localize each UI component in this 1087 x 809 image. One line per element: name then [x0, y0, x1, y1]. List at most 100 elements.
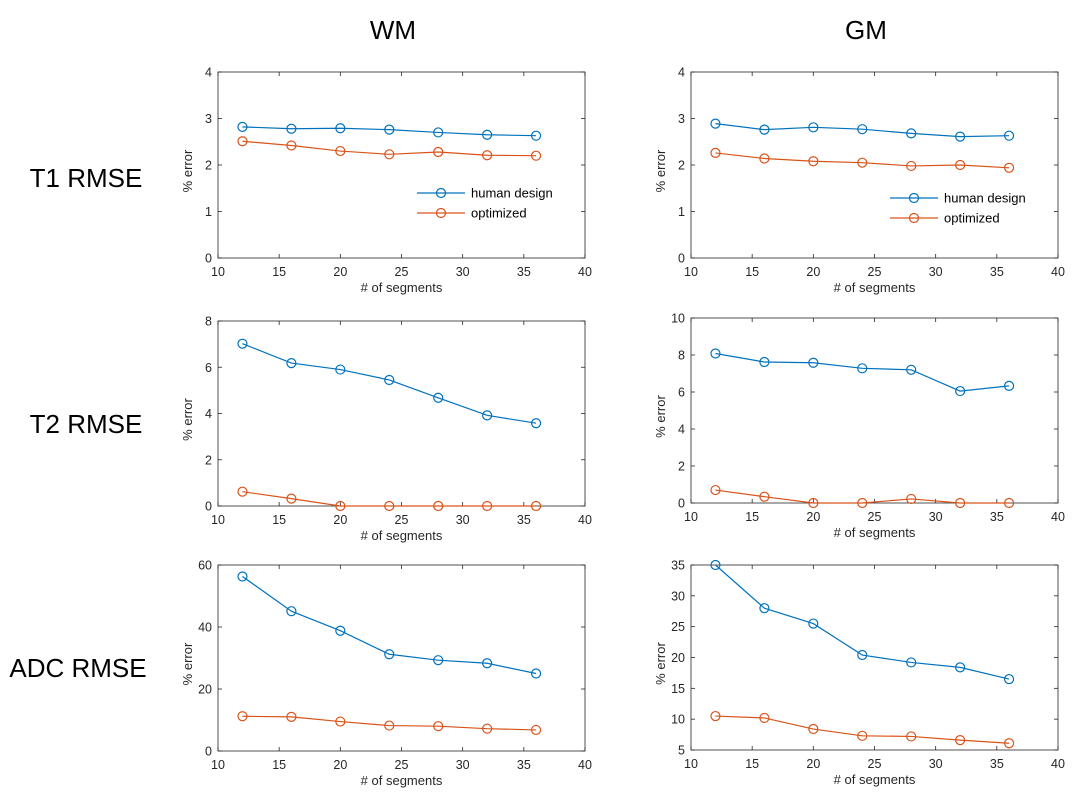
x-tick-label: 15: [745, 510, 759, 524]
series-line: [715, 489, 1010, 504]
data-point: [1003, 673, 1015, 685]
data-point: [906, 657, 917, 668]
data-point: [808, 618, 819, 629]
data-point: [237, 338, 248, 349]
data-point: [384, 500, 395, 512]
row-title-t2-rmse: T2 RMSE: [30, 409, 143, 439]
x-tick-label: 30: [456, 513, 470, 527]
y-tick-label: 15: [671, 682, 685, 696]
x-tick-label: 30: [929, 510, 943, 524]
plot-area: [690, 71, 1059, 259]
y-tick-label: 0: [678, 252, 685, 266]
y-axis-label: % error: [180, 398, 195, 441]
data-point: [710, 147, 721, 159]
x-tick-label: 40: [1051, 265, 1065, 279]
series-line: [715, 352, 1010, 392]
data-point: [955, 159, 966, 171]
data-point: [1003, 738, 1015, 749]
plot-area: [217, 564, 586, 752]
x-tick-label: 20: [333, 513, 347, 527]
data-point: [955, 662, 966, 673]
data-point: [335, 123, 346, 134]
y-tick-label: 8: [205, 315, 212, 329]
y-tick-label: 20: [198, 683, 212, 697]
data-point: [710, 484, 721, 496]
data-point: [906, 493, 917, 505]
data-point: [857, 730, 868, 741]
data-point: [808, 497, 819, 509]
chart-panel: 10 15 20 25 30 35 40 0 20 40 60 # of segments % erro…: [180, 559, 592, 789]
data-point: [906, 364, 917, 375]
data-point: [286, 140, 297, 151]
plot-area: [217, 71, 586, 259]
data-point: [482, 500, 493, 512]
data-point: [857, 497, 868, 509]
legend-marker: [908, 192, 920, 204]
chart-panel: 10 15 20 25 30 35 40 0 2 4 6 8 10 # of segments % erro…: [653, 312, 1065, 541]
chart-panel: 10 15 20 25 30 35 40 0 2 4 6 8 # of segments % error: [180, 315, 592, 544]
legend-label: human design: [471, 186, 553, 201]
data-point: [759, 712, 770, 724]
y-tick-label: 4: [678, 66, 685, 80]
data-point: [710, 118, 721, 129]
data-point: [857, 649, 868, 661]
legend-label: human design: [944, 191, 1026, 206]
series-line: [242, 140, 537, 157]
series-line: [242, 126, 537, 137]
x-tick-label: 10: [211, 758, 225, 772]
x-axis-label: # of segments: [361, 280, 443, 295]
data-point: [1003, 130, 1015, 141]
data-point: [335, 716, 346, 727]
data-point: [384, 374, 395, 386]
y-tick-label: 2: [678, 159, 685, 173]
y-tick-label: 2: [205, 453, 212, 467]
data-point: [482, 410, 493, 421]
data-point: [384, 149, 395, 160]
data-point: [857, 157, 868, 168]
chart-panel: 10 15 20 25 30 35 40 0 1 2 3 4 # of segments % error h…: [653, 66, 1065, 296]
y-tick-label: 0: [205, 500, 212, 514]
row-title-adc-rmse: ADC RMSE: [9, 653, 146, 683]
x-tick-label: 25: [868, 757, 882, 771]
x-tick-label: 20: [806, 757, 820, 771]
y-tick-label: 35: [671, 559, 685, 573]
plot-area: [217, 320, 586, 507]
x-tick-label: 10: [684, 265, 698, 279]
x-tick-label: 35: [990, 757, 1004, 771]
legend-marker: [435, 207, 447, 219]
y-tick-label: 4: [678, 423, 685, 437]
data-point: [759, 356, 770, 368]
x-tick-label: 15: [745, 757, 759, 771]
y-tick-label: 3: [678, 112, 685, 126]
x-tick-label: 20: [806, 265, 820, 279]
data-point: [433, 655, 444, 666]
x-tick-label: 10: [211, 513, 225, 527]
y-axis-label: % error: [653, 149, 668, 192]
series-line: [242, 491, 537, 507]
y-tick-label: 2: [678, 460, 685, 474]
data-point: [237, 486, 248, 497]
x-tick-label: 35: [517, 758, 531, 772]
x-tick-label: 25: [395, 265, 409, 279]
x-tick-label: 30: [929, 757, 943, 771]
x-tick-label: 40: [578, 758, 592, 772]
y-axis-label: % error: [653, 395, 668, 438]
data-point: [808, 357, 819, 368]
y-tick-label: 6: [205, 361, 212, 375]
data-point: [530, 724, 542, 736]
data-point: [808, 723, 819, 735]
y-tick-label: 3: [205, 112, 212, 126]
x-tick-label: 40: [578, 513, 592, 527]
y-tick-label: 0: [678, 497, 685, 511]
x-axis-label: # of segments: [361, 528, 443, 543]
y-tick-label: 8: [678, 349, 685, 363]
x-axis-label: # of segments: [834, 280, 916, 295]
data-point: [335, 145, 346, 157]
data-point: [384, 720, 395, 731]
data-point: [1003, 162, 1015, 173]
series-line: [715, 152, 1010, 169]
x-tick-label: 10: [211, 265, 225, 279]
data-point: [759, 491, 770, 502]
y-tick-label: 5: [678, 744, 685, 758]
data-point: [482, 723, 493, 734]
